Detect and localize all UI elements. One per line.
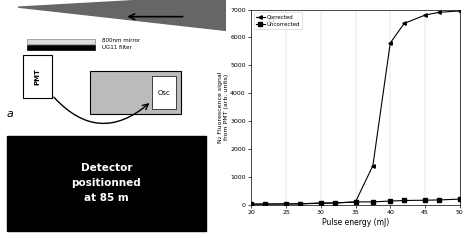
Corrected [332,202,337,204]
Corrected [436,11,442,14]
Corrected [387,42,393,45]
Uncorrected [248,203,254,206]
Corrected [283,203,289,205]
Uncorrected [283,202,289,205]
Text: b: b [268,15,275,25]
Bar [27,39,95,44]
Uncorrected [401,199,407,202]
X-axis label: Pulse energy (mJ): Pulse energy (mJ) [322,218,389,227]
Corrected [370,164,376,167]
Corrected [318,202,324,205]
Corrected [401,22,407,25]
Bar [7,136,206,231]
Text: Detector
positionned
at 85 m: Detector positionned at 85 m [72,164,141,203]
Polygon shape [18,0,231,31]
Corrected [422,14,428,16]
Line: Uncorrected: Uncorrected [249,197,462,206]
Text: Osc: Osc [157,90,171,96]
Text: UG11 filter: UG11 filter [102,45,132,50]
Uncorrected [297,202,303,205]
Bar [27,45,95,50]
Bar [91,71,181,114]
Text: PMT: PMT [34,68,40,85]
Uncorrected [262,203,268,206]
Legend: Corrected, Uncorrected: Corrected, Uncorrected [254,12,302,29]
Bar [152,76,176,109]
Line: Corrected: Corrected [249,9,462,206]
Uncorrected [318,202,324,204]
Corrected [457,10,463,12]
Corrected [262,203,268,206]
Corrected [353,200,358,203]
Uncorrected [436,198,442,201]
Text: a: a [7,109,14,119]
Text: 800nm mirror: 800nm mirror [102,38,140,44]
Uncorrected [422,199,428,202]
Corrected [297,202,303,205]
Uncorrected [353,200,358,203]
Uncorrected [332,202,337,204]
Corrected [248,203,254,206]
Uncorrected [370,200,376,203]
Y-axis label: N₂ Fluorescence signal
from PMT (arb. units): N₂ Fluorescence signal from PMT (arb. un… [218,71,228,143]
Uncorrected [457,198,463,201]
Bar [23,55,52,98]
Uncorrected [387,200,393,203]
